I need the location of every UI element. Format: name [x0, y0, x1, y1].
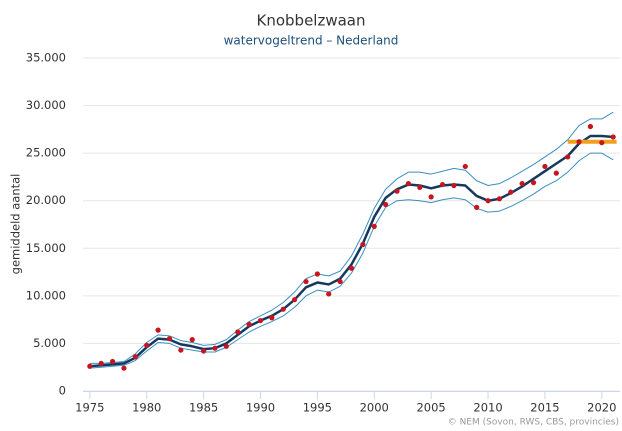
data-point	[462, 163, 468, 170]
x-tick-label: 2020	[587, 401, 616, 415]
data-point	[405, 180, 411, 187]
data-point	[610, 134, 616, 140]
credit: © NEM (Sovon, RWS, CBS, provincies)	[448, 418, 619, 428]
data-point	[428, 194, 434, 200]
data-point	[235, 329, 241, 335]
data-point	[383, 201, 389, 208]
data-point	[246, 321, 252, 327]
data-point	[576, 139, 582, 145]
x-tick-label: 1980	[132, 401, 161, 415]
data-point	[553, 170, 559, 176]
data-point	[496, 196, 503, 202]
trend-line	[89, 152, 614, 369]
data-point	[132, 354, 138, 360]
data-point	[371, 223, 377, 230]
data-point	[280, 306, 286, 312]
data-point	[439, 181, 446, 188]
data-point	[565, 154, 571, 160]
data-point	[166, 336, 173, 342]
data-point	[337, 278, 343, 285]
data-point	[303, 278, 309, 285]
y-tick-label: 35.000	[26, 51, 66, 65]
x-tick-label: 1985	[189, 401, 218, 415]
y-tick-label: 10.000	[26, 288, 66, 302]
y-tick-label: 15.000	[26, 241, 66, 255]
data-point	[189, 337, 195, 343]
data-point	[542, 163, 548, 170]
data-point	[394, 188, 400, 194]
data-point	[519, 180, 525, 187]
trend-line	[89, 134, 614, 368]
x-tick-label: 1990	[246, 401, 275, 415]
x-tick-label: 1975	[75, 401, 104, 415]
data-point	[257, 317, 264, 324]
data-point	[200, 348, 207, 354]
data-point	[144, 342, 150, 348]
data-point	[417, 184, 423, 190]
data-point	[599, 140, 605, 146]
data-point	[485, 198, 491, 204]
data-point	[360, 241, 366, 248]
x-tick-label: 2005	[416, 401, 445, 415]
y-tick-label: 30.000	[26, 98, 66, 112]
data-point	[508, 189, 514, 195]
data-point	[587, 123, 594, 130]
data-point	[87, 363, 93, 369]
x-tick-label: 2010	[473, 401, 502, 415]
data-point	[451, 182, 457, 189]
x-tick-label: 1995	[303, 401, 332, 415]
data-point	[223, 343, 229, 349]
y-tick-label: 5.000	[33, 336, 66, 350]
chart-subtitle: watervogeltrend – Nederland	[224, 34, 399, 48]
chart-title: Knobbelzwaan	[257, 12, 366, 30]
data-point	[348, 265, 355, 271]
x-tick-label: 2000	[360, 401, 389, 415]
y-tick-label: 20.000	[26, 193, 66, 207]
y-tick-label: 0	[59, 384, 66, 398]
y-axis-label: gemiddeld aantal	[9, 174, 23, 275]
data-point	[269, 315, 275, 321]
data-point	[326, 291, 332, 297]
data-point	[155, 327, 161, 333]
y-tick-label: 25.000	[26, 146, 66, 160]
data-point	[530, 180, 537, 186]
data-point	[121, 365, 127, 371]
data-point	[178, 347, 184, 353]
trend-line	[89, 111, 614, 364]
data-point	[109, 358, 116, 365]
data-point	[474, 204, 480, 210]
x-tick-label: 2015	[530, 401, 559, 415]
data-point	[98, 360, 104, 367]
data-point	[314, 271, 320, 277]
data-point	[212, 345, 218, 351]
data-point	[292, 297, 298, 303]
